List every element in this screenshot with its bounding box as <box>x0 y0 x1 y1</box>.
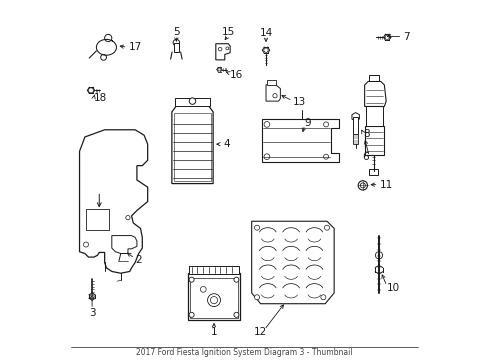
Text: 10: 10 <box>386 283 400 293</box>
Text: 6: 6 <box>361 152 368 162</box>
Text: 8: 8 <box>363 129 369 139</box>
Circle shape <box>323 154 328 159</box>
Bar <box>352 134 357 144</box>
Text: 13: 13 <box>292 97 305 107</box>
Circle shape <box>320 295 325 300</box>
Bar <box>266 80 275 85</box>
Polygon shape <box>171 105 213 184</box>
Text: 9: 9 <box>304 118 311 128</box>
Bar <box>174 113 210 181</box>
Circle shape <box>375 252 382 259</box>
Polygon shape <box>265 83 280 101</box>
Bar <box>352 117 357 134</box>
Text: 5: 5 <box>173 27 179 37</box>
Text: 4: 4 <box>223 139 229 149</box>
Circle shape <box>272 94 277 98</box>
Circle shape <box>189 312 194 318</box>
Circle shape <box>207 294 220 307</box>
Bar <box>187 273 240 320</box>
Polygon shape <box>261 119 338 162</box>
Circle shape <box>264 48 267 52</box>
Polygon shape <box>112 235 137 253</box>
Polygon shape <box>364 81 386 107</box>
Bar <box>368 75 379 81</box>
Circle shape <box>88 88 93 93</box>
Circle shape <box>200 287 206 292</box>
Bar <box>368 169 377 175</box>
Polygon shape <box>351 113 359 121</box>
Circle shape <box>83 242 88 247</box>
Polygon shape <box>215 44 230 60</box>
Bar <box>189 266 238 274</box>
Circle shape <box>218 47 222 51</box>
Text: 11: 11 <box>379 180 392 190</box>
Circle shape <box>125 216 130 220</box>
Circle shape <box>254 225 259 230</box>
Text: 15: 15 <box>221 27 235 37</box>
Text: 12: 12 <box>253 327 267 337</box>
Text: 2017 Ford Fiesta Ignition System Diagram 3 - Thumbnail: 2017 Ford Fiesta Ignition System Diagram… <box>136 348 352 357</box>
Text: 1: 1 <box>210 327 217 337</box>
Text: 18: 18 <box>94 93 107 103</box>
Circle shape <box>173 40 179 46</box>
Circle shape <box>101 54 106 60</box>
Bar <box>174 42 178 52</box>
Circle shape <box>210 297 217 304</box>
Circle shape <box>264 154 269 159</box>
Text: 7: 7 <box>402 32 409 42</box>
Circle shape <box>254 295 259 300</box>
Circle shape <box>104 35 112 41</box>
Circle shape <box>233 312 239 318</box>
Circle shape <box>360 183 365 188</box>
Circle shape <box>189 277 194 282</box>
Circle shape <box>225 47 228 50</box>
Circle shape <box>189 98 195 104</box>
Circle shape <box>233 277 239 282</box>
Text: 16: 16 <box>230 70 243 80</box>
Bar <box>366 107 382 126</box>
Circle shape <box>324 225 329 230</box>
Bar <box>364 126 384 155</box>
Text: 17: 17 <box>129 42 142 52</box>
Polygon shape <box>251 221 333 304</box>
Circle shape <box>264 122 269 127</box>
Bar <box>190 278 237 318</box>
Circle shape <box>90 294 94 299</box>
Text: 2: 2 <box>135 255 142 265</box>
Polygon shape <box>80 130 147 273</box>
Circle shape <box>357 181 367 190</box>
Text: 3: 3 <box>89 308 95 318</box>
Text: 14: 14 <box>259 28 272 38</box>
Bar <box>86 209 109 230</box>
Circle shape <box>384 35 388 40</box>
Bar <box>174 98 210 107</box>
Circle shape <box>218 68 221 71</box>
Circle shape <box>323 122 328 127</box>
